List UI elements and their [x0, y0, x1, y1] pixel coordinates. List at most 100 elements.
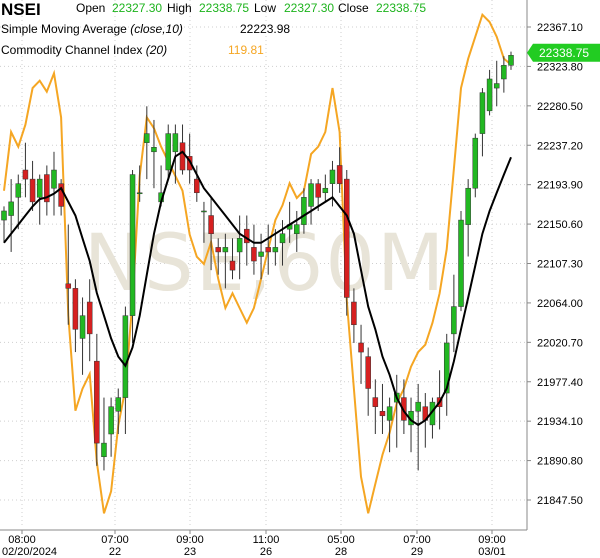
- candle-body: [101, 442, 107, 458]
- candle-body: [486, 78, 493, 112]
- time-tick-label: 05:00: [327, 534, 355, 546]
- cci-line: [3, 12, 512, 514]
- candle-body: [465, 187, 471, 225]
- candle-body: [458, 219, 464, 307]
- candle-body: [443, 342, 450, 394]
- candle-body: [86, 301, 93, 335]
- candle-body: [44, 174, 50, 203]
- candle-body: [15, 183, 22, 198]
- candle-body: [79, 315, 86, 339]
- sma-params: (close,10): [130, 22, 183, 36]
- candle-body: [144, 133, 150, 143]
- close-label: Close: [338, 1, 369, 15]
- candle-body: [8, 201, 14, 216]
- candle-body: [479, 92, 486, 134]
- last-price-label: 22338.75: [539, 46, 589, 60]
- candle-body: [229, 260, 236, 271]
- date-tick-label: 03/01: [478, 546, 506, 558]
- high-label: High: [167, 1, 192, 15]
- price-tick-label: 22323.80: [537, 61, 583, 73]
- last-price-tag: [527, 43, 600, 62]
- time-tick-label: 09:00: [478, 534, 506, 546]
- date-tick-label: 26: [260, 546, 272, 558]
- candle-body: [501, 65, 507, 80]
- candle-body: [365, 356, 371, 389]
- price-tick-label: 21934.10: [537, 416, 583, 428]
- candle-body: [1, 210, 7, 221]
- candle-body: [308, 183, 314, 207]
- time-tick-label: 07:00: [403, 534, 431, 546]
- candle-body: [279, 233, 286, 244]
- price-tick-label: 22237.20: [537, 140, 583, 152]
- price-tick-label: 22064.00: [537, 298, 583, 310]
- candle-body: [129, 174, 136, 316]
- cci-legend: Commodity Channel Index (20): [1, 43, 167, 57]
- candle-body: [179, 142, 186, 171]
- candle-body: [386, 406, 393, 421]
- candle-body: [493, 83, 500, 89]
- date-tick-label: 23: [184, 546, 196, 558]
- cci-params: (20): [145, 43, 168, 57]
- candle-body: [94, 360, 100, 444]
- candle-body: [472, 137, 479, 189]
- candle-body: [201, 210, 207, 213]
- candle-body: [186, 156, 193, 171]
- price-tick-label: 22020.70: [537, 337, 583, 349]
- date-tick-label: 28: [335, 546, 347, 558]
- candle-body: [251, 247, 257, 262]
- candle-body: [315, 183, 321, 198]
- candle-body: [344, 178, 350, 298]
- candle-body: [336, 165, 343, 184]
- candle-body: [136, 192, 143, 195]
- sma-value: 22223.98: [240, 22, 291, 36]
- time-tick-label: 07:00: [101, 534, 129, 546]
- candle-body: [165, 133, 171, 171]
- candle-body: [72, 288, 79, 330]
- candle-body: [301, 197, 307, 225]
- candle-body: [372, 397, 379, 407]
- candle-body: [451, 306, 457, 335]
- candle-body: [194, 178, 200, 194]
- candle-body: [401, 397, 407, 421]
- high-value: 22338.75: [199, 1, 250, 15]
- price-tick-label: 22193.90: [537, 180, 583, 192]
- candle-body: [265, 247, 271, 253]
- candle-body: [29, 178, 36, 203]
- date-tick-label: 02/20/2024: [2, 546, 57, 558]
- candle-body: [65, 283, 72, 289]
- time-tick-label: 11:00: [253, 534, 280, 546]
- candle-body: [258, 251, 264, 257]
- date-tick-label: 29: [411, 546, 423, 558]
- candle-body: [415, 401, 421, 412]
- candle-body: [51, 169, 57, 189]
- candle-body: [222, 247, 229, 253]
- price-tick-label: 22280.50: [537, 101, 583, 113]
- open-label: Open: [76, 1, 106, 15]
- candle-body: [215, 247, 221, 253]
- candle-body: [122, 315, 129, 398]
- cci-value: 119.81: [228, 43, 264, 57]
- candle-body: [351, 301, 357, 326]
- candle-body: [322, 187, 329, 194]
- candle-body: [294, 224, 300, 234]
- sma-name: Simple Moving Average: [1, 22, 127, 36]
- time-tick-label: 09:00: [176, 534, 204, 546]
- candle-body: [379, 410, 386, 417]
- candle-body: [208, 215, 214, 234]
- price-tick-label: 21890.80: [537, 456, 583, 468]
- cci-name: Commodity Channel Index: [1, 43, 143, 57]
- time-tick-label: 08:00: [8, 534, 36, 546]
- candle-body: [329, 169, 336, 184]
- price-tick-label: 22367.10: [537, 22, 583, 34]
- candle-body: [236, 238, 243, 253]
- close-value: 22338.75: [376, 1, 427, 15]
- price-tick-label: 22107.30: [537, 259, 583, 271]
- candle-body: [115, 397, 122, 412]
- low-value: 22327.30: [284, 1, 335, 15]
- candle-body: [151, 147, 157, 153]
- candle-body: [172, 133, 179, 153]
- symbol-label: NSEI: [1, 0, 41, 19]
- sma-line: [3, 150, 512, 427]
- candle-body: [36, 178, 43, 198]
